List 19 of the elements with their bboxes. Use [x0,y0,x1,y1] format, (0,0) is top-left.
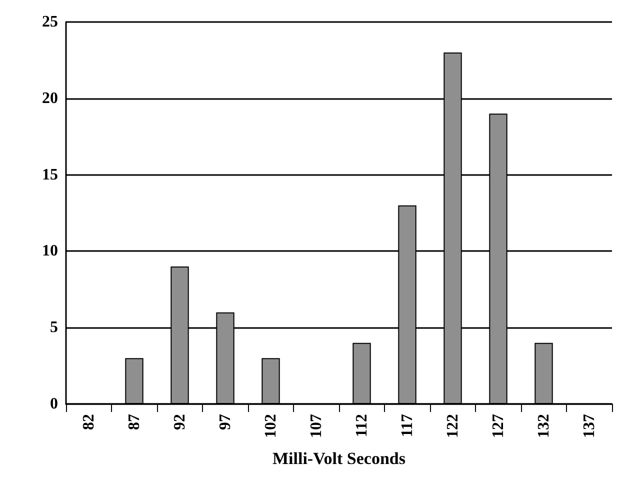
x-tick-label: 117 [398,414,416,438]
y-tick-label: 5 [50,319,58,336]
x-tick-label: 122 [444,414,462,438]
y-tick-label: 10 [42,242,58,260]
x-tick-label: 97 [216,414,234,430]
y-tick-label: 0 [50,396,58,412]
x-tick-label: 107 [308,414,325,438]
x-tick-label: 87 [126,414,143,430]
x-tick-label: 82 [80,414,98,430]
x-tick-label: 92 [171,414,188,430]
x-axis-title: Milli-Volt Seconds [272,449,406,468]
y-tick-label: 25 [42,14,58,30]
x-tick-label: 102 [262,414,280,438]
x-tick-label: 132 [535,414,552,438]
y-tick-label: 20 [42,90,58,107]
x-tick-label: 112 [353,414,370,438]
x-tick-label: 127 [490,414,507,438]
y-tick-label: 15 [42,166,58,184]
x-tick-label: 137 [580,414,598,438]
